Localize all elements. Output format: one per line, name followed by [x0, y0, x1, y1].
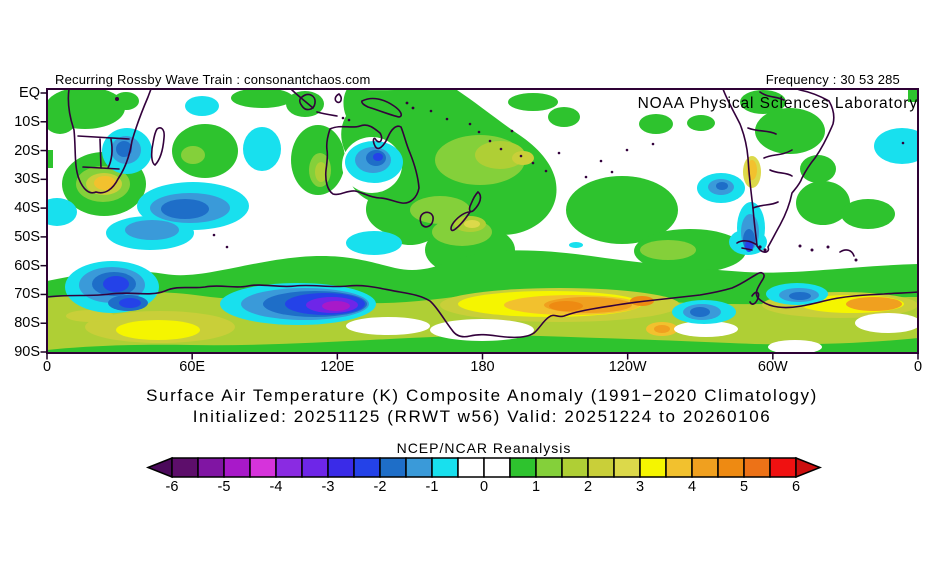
lat-tick-label: 80S — [14, 315, 40, 332]
colorbar-tick-label: 6 — [791, 479, 801, 495]
lat-tick-label: 70S — [14, 286, 40, 303]
watermark-text: Recurring Rossby Wave Train : consonantc… — [55, 72, 371, 87]
colorbar — [145, 456, 823, 479]
lat-tick-label: 20S — [14, 142, 40, 159]
colorbar-tick-label: 2 — [583, 479, 593, 495]
anomaly-shading — [47, 89, 918, 353]
lat-tick-label: EQ — [19, 85, 40, 101]
noaa-psl-label: NOAA Physical Sciences Laboratory — [637, 95, 918, 112]
colorbar-tick-label: -4 — [269, 479, 283, 495]
colorbar-title: NCEP/NCAR Reanalysis — [396, 440, 572, 456]
chart-title: Surface Air Temperature (K) Composite An… — [146, 386, 818, 405]
chart-subtitle: Initialized: 20251125 (RRWT w56) Valid: … — [192, 407, 772, 426]
lat-tick-label: 90S — [14, 344, 40, 360]
colorbar-tick-label: -5 — [217, 479, 231, 495]
colorbar-tick-label: 0 — [479, 479, 489, 495]
lat-tick-label: 40S — [14, 200, 40, 217]
lat-tick-label: 50S — [14, 228, 40, 245]
frequency-label: Frequency : 30 53 285 — [765, 72, 900, 87]
axis-ticks — [40, 92, 919, 360]
colorbar-tick-label: -1 — [425, 479, 439, 495]
colorbar-tick-label: 5 — [739, 479, 749, 495]
lon-tick-label: 60E — [179, 359, 206, 375]
lon-tick-label: 120E — [320, 359, 355, 375]
lon-tick-label: 180 — [470, 359, 495, 375]
lon-tick-label: 120W — [608, 359, 647, 375]
colorbar-tick-label: 4 — [687, 479, 697, 495]
colorbar-tick-label: -2 — [373, 479, 387, 495]
lat-tick-label: 30S — [14, 171, 40, 188]
lon-tick-label: 0 — [42, 359, 52, 375]
lat-tick-label: 60S — [14, 257, 40, 274]
colorbar-tick-label: -6 — [165, 479, 179, 495]
colorbar-tick-label: -3 — [321, 479, 335, 495]
colorbar-tick-label: 3 — [635, 479, 645, 495]
lon-tick-label: 60W — [757, 359, 788, 375]
lat-tick-label: 10S — [14, 113, 40, 130]
coastlines — [47, 89, 918, 339]
colorbar-tick-label: 1 — [531, 479, 541, 495]
lon-tick-label: 0 — [913, 359, 923, 375]
island-dots — [115, 97, 905, 262]
